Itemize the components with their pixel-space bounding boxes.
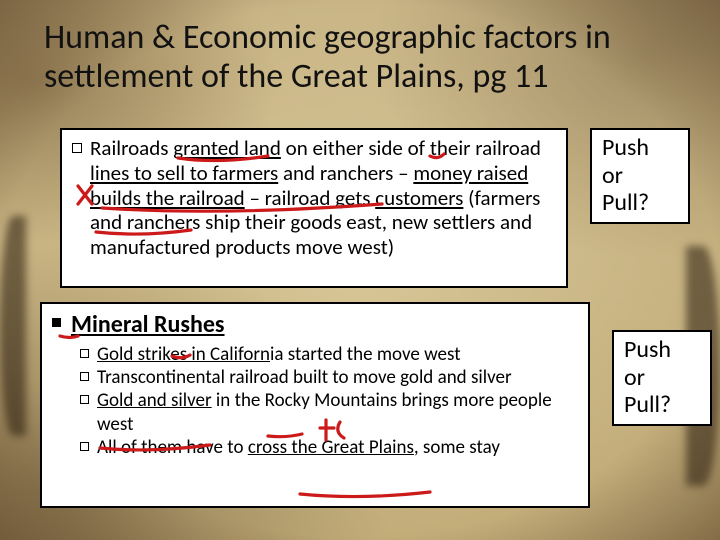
text-seg-underline: customers <box>375 185 463 211</box>
text-seg-underline: granted land <box>173 135 281 161</box>
sub-bullet-text: Gold strikes in California started the m… <box>97 343 461 366</box>
text-seg: Railroads <box>90 135 173 161</box>
bullet-square-icon <box>80 372 89 381</box>
sub-bullet-text: All of them have to cross the Great Plai… <box>97 436 500 459</box>
sub-bullet-text: Gold and silver in the Rocky Mountains b… <box>97 389 578 435</box>
side-line: or <box>624 364 700 392</box>
bullet-square-icon <box>80 395 89 404</box>
sidebar-box-2: Push or Pull? <box>612 330 712 426</box>
sub-bullet-row: Gold strikes in California started the m… <box>80 343 578 366</box>
bullet-square-icon <box>80 349 89 358</box>
text-seg-underline: lines to sell to farmers <box>90 160 278 186</box>
content-box-railroads: Railroads granted land on either side of… <box>60 128 568 288</box>
slide-title: Human & Economic geographic factors in s… <box>44 18 700 96</box>
bullet-row: Railroads granted land on either side of… <box>72 136 556 260</box>
sidebar-box-1: Push or Pull? <box>590 128 690 224</box>
sub-bullet-text: Transcontinental railroad built to move … <box>97 366 512 389</box>
bullet-text: Railroads granted land on either side of… <box>90 136 556 260</box>
section-heading-row: Mineral Rushes <box>52 310 578 339</box>
text-seg: and ranchers – <box>278 160 413 186</box>
text-seg: on either side of their railroad <box>281 135 541 161</box>
side-line: or <box>602 162 678 190</box>
bullet-square-icon <box>72 143 82 153</box>
sub-bullets: Gold strikes in California started the m… <box>80 343 578 459</box>
sub-bullet-row: Gold and silver in the Rocky Mountains b… <box>80 389 578 435</box>
side-line: Pull? <box>602 189 678 217</box>
content-box-mineral-rushes: Mineral Rushes Gold strikes in Californi… <box>40 302 590 508</box>
side-line: Push <box>602 134 678 162</box>
section-heading: Mineral Rushes <box>71 310 225 339</box>
bullet-filled-icon <box>52 318 61 327</box>
side-line: Push <box>624 336 700 364</box>
side-line: Pull? <box>624 391 700 419</box>
bullet-square-icon <box>80 442 89 451</box>
sub-bullet-row: All of them have to cross the Great Plai… <box>80 436 578 459</box>
sub-bullet-row: Transcontinental railroad built to move … <box>80 366 578 389</box>
text-seg: – railroad gets <box>245 185 375 211</box>
